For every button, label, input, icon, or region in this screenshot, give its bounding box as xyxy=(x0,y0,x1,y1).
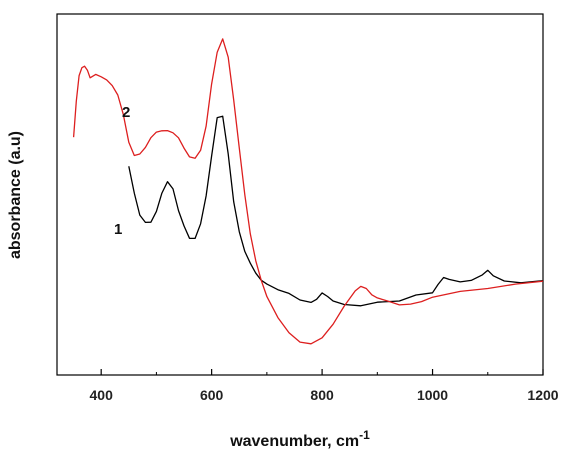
series-line-1 xyxy=(128,115,544,307)
x-axis-label-text: wavenumber, cm xyxy=(229,433,359,450)
x-ticks: 400 600 800 1000 1200 xyxy=(90,369,559,403)
series-label-2: 2 xyxy=(122,104,130,121)
x-tick-label-800: 800 xyxy=(310,387,334,403)
series-label-1: 1 xyxy=(114,221,122,238)
x-tick-label-1000: 1000 xyxy=(417,387,448,403)
x-tick-label-400: 400 xyxy=(90,387,114,403)
y-axis-label: absorbance (a.u) xyxy=(7,131,24,259)
x-axis-label: wavenumber, cm-1 xyxy=(229,428,370,450)
x-tick-label-1200: 1200 xyxy=(527,387,558,403)
series-line-2 xyxy=(72,38,544,345)
plot-frame xyxy=(56,13,544,376)
x-axis-label-superscript: -1 xyxy=(359,428,370,442)
series-layer xyxy=(72,38,544,345)
x-tick-label-600: 600 xyxy=(200,387,224,403)
